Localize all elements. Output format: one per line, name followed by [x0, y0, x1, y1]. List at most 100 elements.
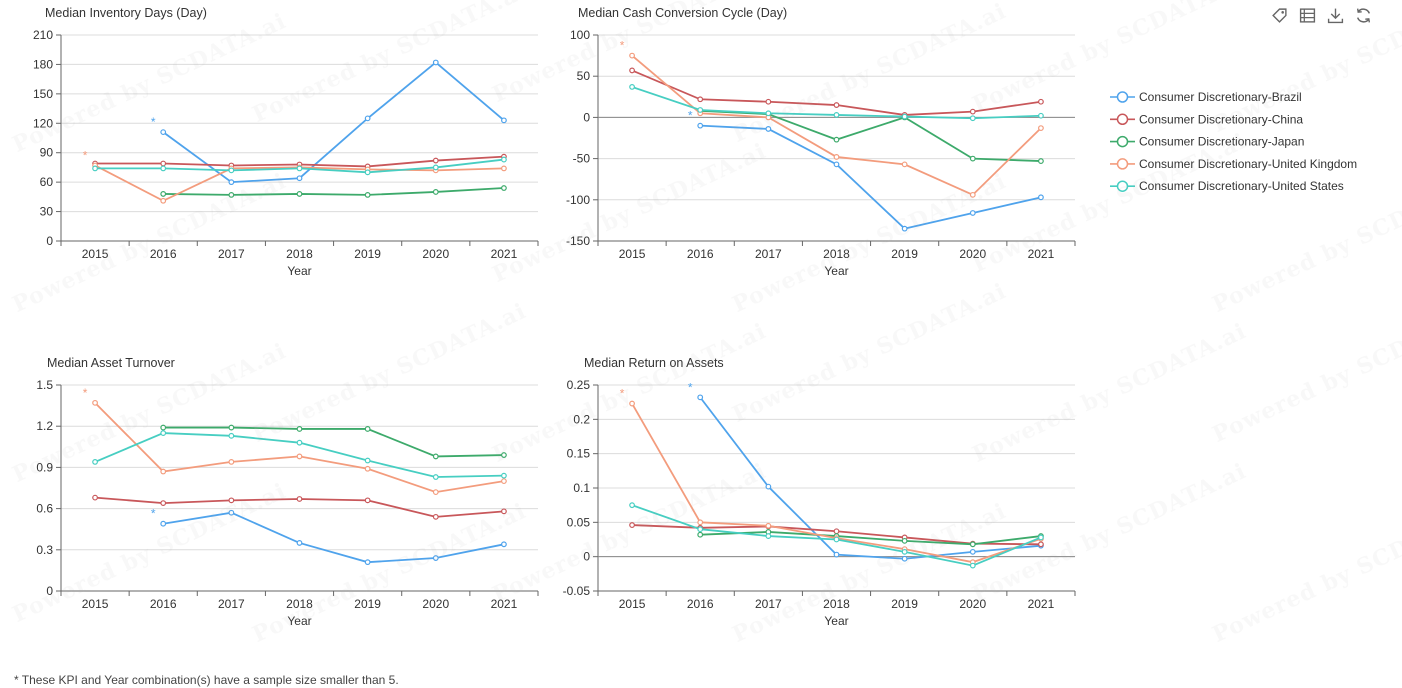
data-point [296, 191, 303, 197]
data-view-icon[interactable] [1298, 6, 1316, 24]
data-point [160, 197, 167, 204]
y-tick-label: 0.25 [567, 378, 591, 392]
series-line [163, 426, 504, 458]
data-point [92, 165, 98, 172]
small-sample-asterisk: * [151, 507, 156, 521]
legend-label: Consumer Discretionary-Japan [1139, 135, 1304, 149]
chart-toolbar [1270, 6, 1372, 24]
legend-symbol [1116, 91, 1129, 103]
y-tick-label: 180 [33, 57, 53, 71]
y-tick-label: -100 [566, 193, 590, 207]
y-tick-label: -50 [573, 152, 591, 166]
data-point [629, 522, 635, 528]
small-sample-asterisk: * [620, 387, 625, 401]
series-consumer-discretionary-japan [160, 185, 507, 198]
x-tick-label: 2016 [150, 597, 177, 611]
y-tick-label: 0.6 [36, 502, 53, 516]
series-line [700, 531, 1042, 546]
data-point [296, 496, 303, 502]
data-point [296, 165, 303, 172]
series-consumer-discretionary-brazil: * [151, 507, 507, 566]
data-point [364, 497, 371, 504]
x-tick-label: 2017 [218, 597, 245, 611]
data-point [296, 175, 303, 182]
data-point [833, 154, 840, 160]
data-point [364, 191, 371, 198]
legend-item[interactable]: Consumer Discretionary-Brazil [1110, 90, 1302, 104]
data-point [364, 465, 371, 472]
x-axis-label: Year [824, 264, 848, 278]
data-point [364, 426, 371, 432]
refresh-icon[interactable] [1354, 6, 1372, 24]
data-point [697, 394, 704, 401]
x-tick-label: 2016 [687, 247, 714, 261]
data-point [629, 52, 635, 59]
x-tick-label: 2020 [422, 247, 449, 261]
data-point [901, 537, 908, 544]
data-point [1038, 158, 1044, 164]
legend-symbol [1116, 135, 1129, 148]
small-sample-asterisk: * [620, 39, 625, 53]
x-axis-label: Year [824, 614, 848, 628]
data-point [697, 96, 704, 103]
data-point [901, 548, 908, 555]
data-point [228, 191, 235, 198]
small-sample-asterisk: * [83, 386, 88, 400]
y-tick-label: -150 [566, 234, 590, 248]
series-consumer-discretionary-brazil: * [688, 109, 1044, 232]
download-icon[interactable] [1326, 6, 1344, 24]
x-tick-label: 2017 [755, 597, 782, 611]
data-point [228, 167, 235, 174]
chart-title: Median Asset Turnover [47, 356, 175, 370]
legend-label: Consumer Discretionary-Brazil [1139, 90, 1302, 104]
data-point [160, 129, 167, 136]
series-consumer-discretionary-japan [697, 529, 1044, 548]
data-point [765, 533, 772, 539]
chart-2: Median Cash Conversion Cycle (Day) -150 -1… [566, 6, 1076, 278]
legend-item[interactable]: Consumer Discretionary-United States [1110, 179, 1344, 193]
data-point [432, 59, 439, 66]
x-tick-label: 2015 [619, 597, 646, 611]
data-point [228, 179, 235, 186]
data-point [296, 453, 303, 460]
legend-item[interactable]: Consumer Discretionary-Japan [1110, 135, 1304, 149]
x-tick-label: 2021 [491, 597, 518, 611]
small-sample-asterisk: * [688, 109, 693, 123]
small-sample-asterisk: * [83, 148, 88, 162]
data-point [364, 115, 371, 122]
series-line [163, 511, 505, 564]
data-point [969, 548, 976, 555]
legend-item[interactable]: Consumer Discretionary-China [1110, 112, 1303, 126]
data-point [432, 453, 439, 460]
legend-item[interactable]: Consumer Discretionary-United Kingdom [1110, 157, 1357, 171]
data-point [765, 110, 772, 117]
series-consumer-discretionary-united-kingdom: * [620, 387, 1044, 566]
data-point [833, 102, 840, 108]
data-point [969, 541, 976, 548]
data-point [501, 117, 507, 124]
data-point [228, 432, 235, 439]
data-point [501, 541, 507, 548]
data-point [296, 540, 303, 546]
data-point [901, 113, 908, 120]
data-point [364, 457, 371, 464]
data-point [1038, 125, 1044, 132]
y-tick-label: 1.5 [36, 378, 53, 392]
data-point [1038, 541, 1044, 548]
chart-title: Median Inventory Days (Day) [45, 6, 207, 20]
tag-icon[interactable] [1270, 6, 1288, 24]
data-point [501, 156, 507, 163]
x-tick-label: 2019 [891, 247, 918, 261]
x-tick-label: 2019 [354, 597, 381, 611]
data-point [432, 489, 439, 496]
small-sample-asterisk: * [688, 380, 693, 394]
x-tick-label: 2017 [755, 247, 782, 261]
data-point [697, 107, 704, 113]
data-point [969, 115, 976, 122]
data-point [296, 439, 303, 446]
data-point [969, 108, 976, 115]
data-point [969, 562, 976, 569]
series-line [163, 187, 504, 196]
data-point [833, 551, 840, 558]
